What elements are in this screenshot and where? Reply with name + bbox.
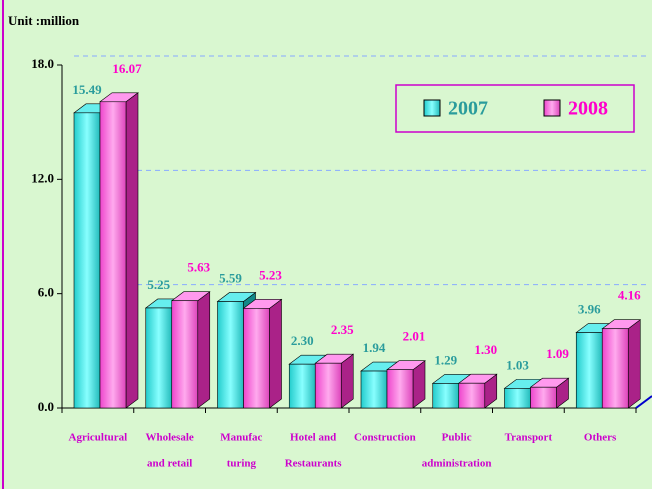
value-label: 1.30 — [474, 342, 497, 357]
floor-edge — [635, 395, 652, 409]
bar — [575, 332, 603, 409]
legend-label: 2008 — [568, 98, 608, 120]
y-tick-label: 6.0 — [38, 285, 54, 300]
x-tick-label: Agricultural — [69, 432, 128, 444]
y-tick-label: 18.0 — [31, 56, 54, 71]
y-tick-label: 12.0 — [31, 170, 54, 185]
value-label: 5.25 — [147, 277, 170, 292]
bar-side — [197, 291, 211, 409]
y-tick-label: 0.0 — [38, 399, 54, 414]
x-tick-label: Restaurants — [285, 458, 343, 470]
x-tick-label: Others — [584, 432, 617, 444]
bar — [314, 362, 342, 409]
value-label: 16.07 — [112, 61, 142, 76]
bar — [145, 307, 173, 409]
x-tick-label: Wholesale — [145, 432, 193, 444]
value-label: 2.01 — [403, 329, 426, 344]
value-label: 1.94 — [363, 340, 386, 355]
value-label: 1.09 — [546, 346, 569, 361]
bar — [171, 300, 199, 409]
x-tick-label: administration — [422, 458, 492, 470]
x-tick-label: and retail — [147, 458, 192, 470]
bar — [73, 112, 101, 409]
value-label: 4.16 — [618, 288, 641, 303]
unit-label: Unit :million — [8, 13, 80, 28]
bar — [601, 328, 629, 409]
value-label: 2.35 — [331, 322, 354, 337]
bar — [504, 388, 531, 409]
bar — [243, 308, 270, 409]
bar-side — [269, 298, 282, 409]
bar-side — [340, 353, 354, 409]
value-label: 5.23 — [259, 267, 282, 282]
legend-label: 2007 — [448, 98, 488, 120]
x-tick-label: Manufac — [220, 432, 262, 444]
bar-side — [627, 319, 641, 409]
value-label: 5.63 — [187, 260, 210, 275]
bar-side — [125, 92, 139, 409]
x-tick-label: Public — [442, 432, 472, 444]
bar — [386, 369, 414, 409]
bar — [458, 382, 486, 409]
bar — [99, 101, 127, 409]
value-label: 1.29 — [434, 352, 457, 367]
bar — [217, 301, 244, 409]
value-label: 3.96 — [578, 302, 601, 317]
x-tick-label: Construction — [354, 432, 416, 444]
bar — [288, 363, 316, 409]
value-label: 15.49 — [72, 82, 102, 97]
value-label: 5.59 — [219, 270, 242, 285]
x-tick-label: turing — [227, 458, 257, 470]
value-label: 1.03 — [506, 357, 529, 372]
bar — [360, 370, 388, 409]
bar — [530, 386, 557, 409]
bar — [432, 383, 460, 409]
value-label: 2.30 — [291, 333, 314, 348]
x-tick-label: Transport — [505, 432, 553, 444]
legend-swatch — [543, 99, 561, 117]
legend-swatch — [423, 99, 441, 117]
x-tick-label: Hotel and — [290, 432, 336, 444]
